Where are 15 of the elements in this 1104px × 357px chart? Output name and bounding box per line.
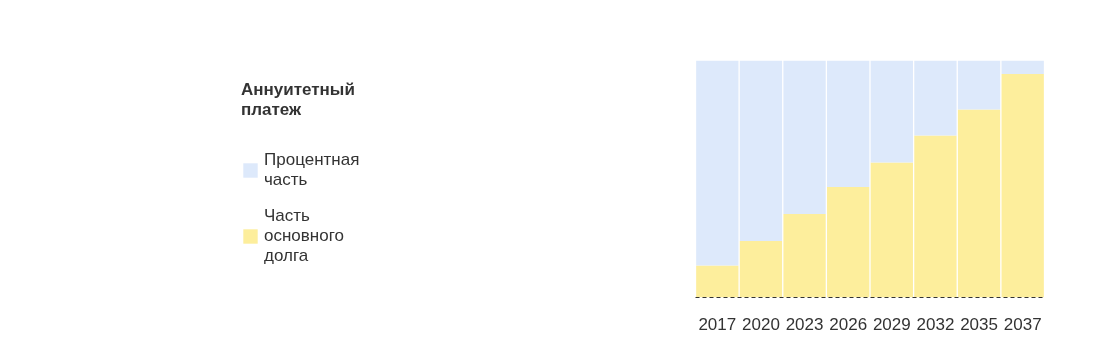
legend-title: Аннуитетный платеж [241, 80, 356, 120]
x-tick-label: 2017 [698, 314, 737, 334]
x-tick-label: 2035 [960, 314, 998, 334]
x-tick-label: 2020 [742, 314, 780, 334]
legend-label: Часть основного долга [264, 206, 345, 266]
x-tick-label: 2029 [872, 314, 911, 334]
bar [1001, 60, 1044, 75]
x-tick-label: 2032 [916, 314, 955, 334]
x-tick-label: 2023 [785, 314, 824, 334]
bar [1001, 74, 1044, 298]
legend-label: Процентная часть [264, 150, 361, 190]
bar [696, 60, 739, 266]
x-tick-label: 2037 [1003, 314, 1042, 334]
bar [696, 265, 739, 298]
x-tick-label: 2026 [829, 314, 868, 334]
